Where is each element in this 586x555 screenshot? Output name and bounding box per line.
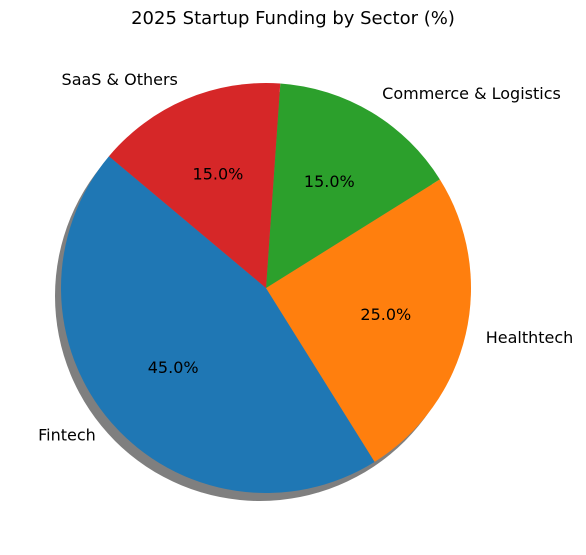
slice-category-label: Commerce & Logistics xyxy=(382,84,561,103)
slice-value-label: 15.0% xyxy=(304,172,355,191)
slice-category-label: Fintech xyxy=(38,425,96,444)
slice-category-label: SaaS & Others xyxy=(62,70,178,89)
pie-slice xyxy=(108,82,281,288)
slice-value-label: 15.0% xyxy=(193,164,244,183)
pie-slice xyxy=(61,156,375,493)
pie-slice xyxy=(266,179,471,462)
pie-slice xyxy=(266,83,440,289)
slice-value-label: 45.0% xyxy=(148,358,199,377)
chart-title: 2025 Startup Funding by Sector (%) xyxy=(131,8,455,29)
slice-value-label: 25.0% xyxy=(360,305,411,324)
slice-category-label: Healthtech xyxy=(486,328,574,347)
